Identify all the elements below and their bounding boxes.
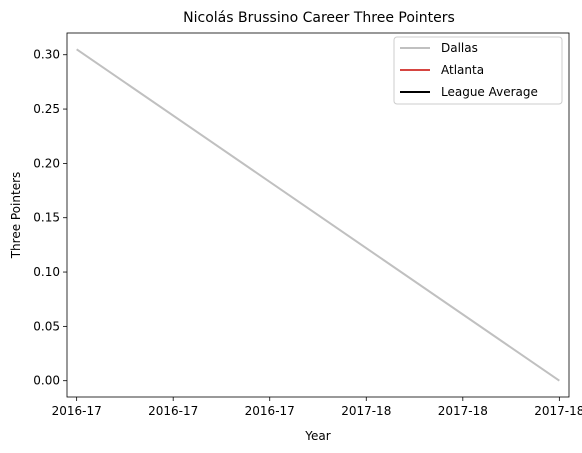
y-axis-label: Three Pointers	[9, 172, 23, 260]
y-tick-label: 0.25	[33, 102, 60, 116]
x-axis-label: Year	[304, 429, 330, 443]
y-tick-label: 0.30	[33, 48, 60, 62]
y-tick-label: 0.00	[33, 374, 60, 388]
x-tick-label: 2016-17	[52, 404, 102, 418]
legend: Dallas Atlanta League Average	[393, 36, 563, 105]
chart-title: Nicolás Brussino Career Three Pointers	[183, 10, 455, 26]
x-tick-label: 2017-18	[341, 404, 391, 418]
series-line-0	[76, 48, 560, 382]
legend-box	[393, 36, 563, 105]
series-layer	[76, 48, 560, 382]
legend-label-2: League Average	[441, 85, 538, 99]
y-tick-label: 0.10	[33, 265, 60, 279]
y-axis: 0.00 0.05 0.10 0.15 0.20 0.25 0.30	[33, 48, 67, 388]
legend-label-0: Dallas	[441, 41, 478, 55]
x-tick-label: 2016-17	[148, 404, 198, 418]
x-tick-label: 2016-17	[245, 404, 295, 418]
y-tick-label: 0.20	[33, 156, 60, 170]
x-tick-label: 2017-18	[438, 404, 488, 418]
legend-label-1: Atlanta	[441, 63, 484, 77]
x-tick-label: 2017-18	[534, 404, 582, 418]
x-axis: 2016-17 2016-17 2016-17 2017-18 2017-18 2017-…	[52, 397, 582, 418]
y-tick-label: 0.05	[33, 319, 60, 333]
y-tick-label: 0.15	[33, 211, 60, 225]
